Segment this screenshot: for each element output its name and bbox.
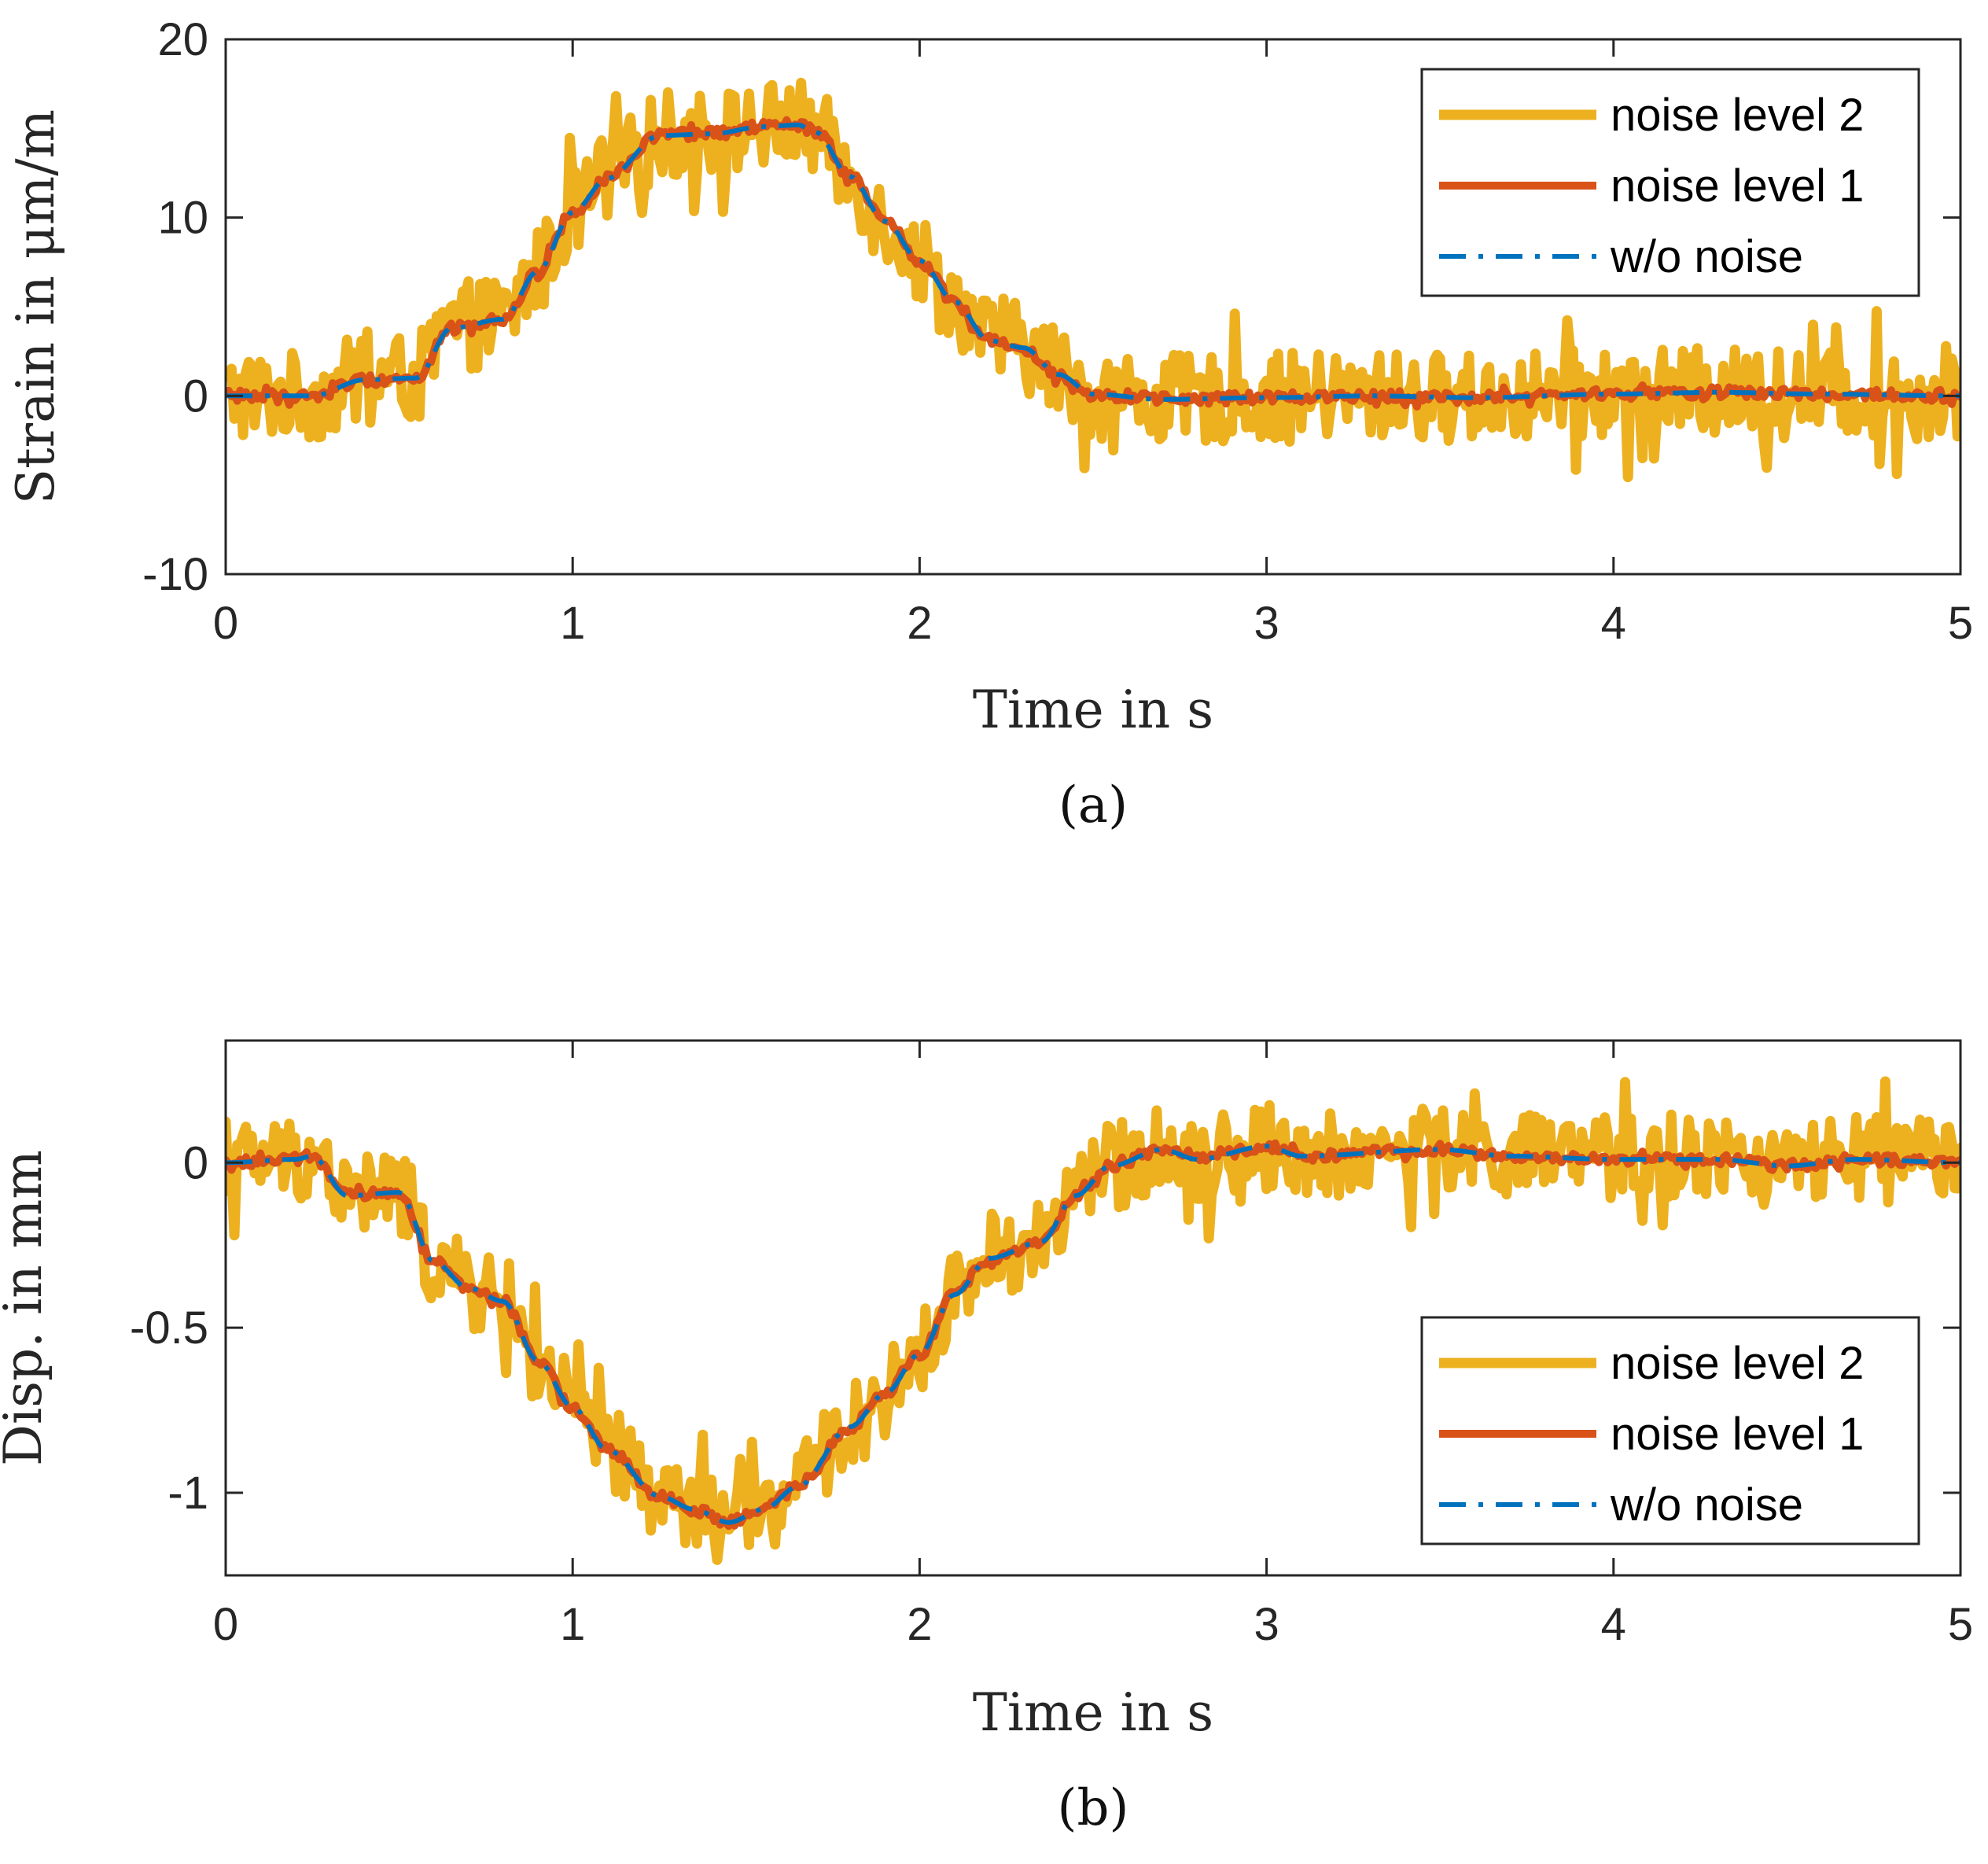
legend-label: noise level 1: [1611, 1409, 1864, 1460]
series-line-noise-level-1: [226, 116, 1960, 411]
axes-box: [224, 38, 1962, 576]
y-tick-label: 10: [157, 193, 208, 244]
legend: noise level 2 noise level 1 w/o noise: [1420, 1316, 1920, 1545]
x-tick-label: 1: [560, 1599, 585, 1650]
y-axis-label: Disp. in mm: [0, 1150, 53, 1466]
panel-caption: (b): [1058, 1779, 1129, 1837]
y-tick-label: 0: [183, 370, 208, 422]
x-tick-label: 2: [907, 598, 932, 649]
series-group: [226, 1076, 1960, 1565]
legend-label: noise level 1: [1611, 160, 1864, 212]
x-tick-label: 0: [213, 1599, 238, 1650]
y-axis-label: Strain in μm/m: [6, 109, 66, 504]
axes-box: [224, 1039, 1962, 1577]
legend-label: w/o noise: [1610, 1479, 1803, 1531]
y-tick-label: -0.5: [130, 1302, 208, 1354]
y-tick-label: -10: [142, 549, 208, 600]
chart-panel-b: 0 1 2 3 4 5 -1 -0.5 0 Time in s Disp. in mm (b) nois…: [0, 1039, 1973, 1837]
x-axis-label: Time in s: [973, 680, 1213, 740]
legend-label: noise level 2: [1611, 90, 1864, 141]
x-tick-label: 5: [1948, 598, 1973, 649]
legend-label: w/o noise: [1610, 231, 1803, 282]
series-line-w-o-noise: [226, 122, 1960, 402]
y-tick-label: 0: [183, 1137, 208, 1188]
x-tick-label: 3: [1254, 1599, 1279, 1650]
y-tick-label: -1: [168, 1468, 208, 1519]
y-tick-label: 20: [157, 14, 208, 65]
series-line-w-o-noise: [226, 1144, 1960, 1525]
x-tick-label: 0: [213, 598, 238, 649]
series-group: [226, 77, 1960, 483]
x-tick-label: 4: [1601, 1599, 1626, 1650]
legend: noise level 2 noise level 1 w/o noise: [1420, 68, 1920, 297]
x-tick-label: 1: [560, 598, 585, 649]
x-tick-label: 3: [1254, 598, 1279, 649]
legend-label: noise level 2: [1611, 1338, 1864, 1389]
x-tick-label: 2: [907, 1599, 932, 1650]
x-tick-label: 5: [1948, 1599, 1973, 1650]
x-axis-label: Time in s: [973, 1682, 1213, 1743]
panel-caption: (a): [1058, 776, 1128, 834]
x-tick-label: 4: [1601, 598, 1626, 649]
